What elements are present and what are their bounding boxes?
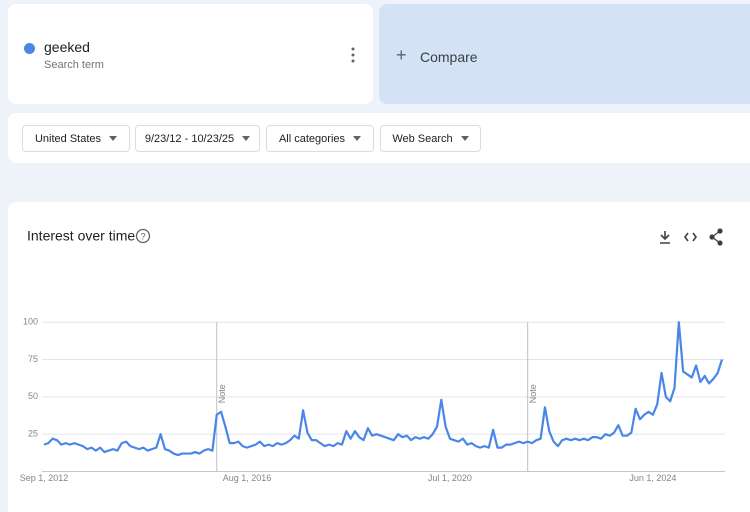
chart: Interest over time ? 25 50 75 100 Sep 1, 201… [20, 228, 725, 483]
note-label: Note [217, 384, 227, 403]
y-tick-label: 100 [23, 317, 38, 327]
filter-property[interactable]: Web Search [380, 125, 481, 152]
filter-date[interactable]: 9/23/12 - 10/23/25 [135, 125, 260, 152]
term: geeked [44, 39, 90, 55]
share-icon[interactable] [709, 228, 723, 246]
help-icon[interactable]: ? [135, 228, 151, 244]
filter-label: All categories [278, 132, 346, 145]
note-label: Note [528, 384, 538, 403]
more-menu[interactable] [350, 47, 356, 63]
search-term-card[interactable]: geeked Search term [8, 4, 373, 104]
compare-card[interactable]: + Compare [379, 4, 750, 104]
page: geeked Search term + Compare United Stat… [8, 4, 750, 512]
filter-region[interactable]: United States [22, 125, 130, 152]
x-tick-label: Sep 1, 2012 [20, 473, 69, 483]
plus-icon: + [396, 45, 407, 65]
chart-card [8, 202, 750, 512]
embed-icon[interactable] [684, 232, 697, 242]
trend-line [43, 321, 724, 457]
x-tick-label: Aug 1, 2016 [223, 473, 272, 483]
y-tick-label: 75 [28, 354, 38, 364]
svg-text:?: ? [140, 231, 145, 241]
y-tick-label: 50 [28, 391, 38, 401]
dropdown-arrow [353, 136, 362, 141]
filter-category[interactable]: All categories [266, 125, 374, 152]
term-dot [24, 43, 35, 54]
x-tick-label: Jun 1, 2024 [629, 473, 676, 483]
chart-title: Interest over time [27, 228, 135, 244]
y-tick-label: 25 [28, 429, 38, 439]
compare-label: Compare [420, 49, 478, 65]
dropdown-arrow [242, 136, 251, 141]
dropdown-arrow [460, 136, 469, 141]
x-tick-label: Jul 1, 2020 [428, 473, 472, 483]
filter-label: 9/23/12 - 10/23/25 [144, 132, 235, 145]
download-icon[interactable] [660, 231, 670, 244]
filter-bar [8, 113, 750, 163]
filter-label: United States [34, 132, 102, 145]
filter-label: Web Search [392, 132, 453, 145]
term-subtitle: Search term [44, 59, 104, 71]
dropdown-arrow [109, 136, 118, 141]
